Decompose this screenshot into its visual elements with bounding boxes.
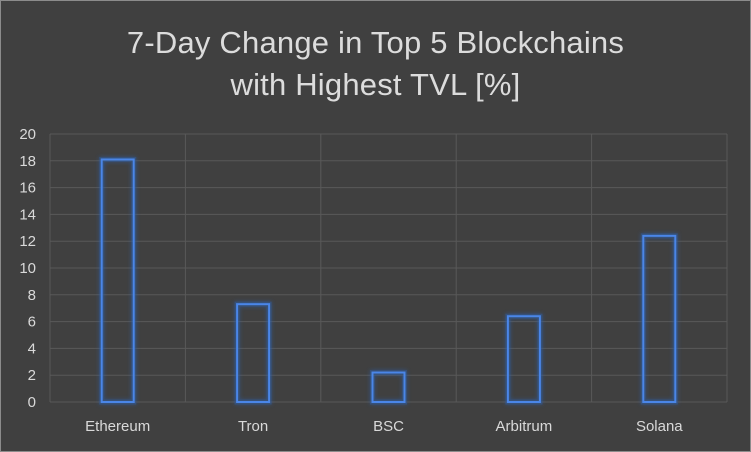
y-tick-label: 16 xyxy=(19,180,36,197)
x-category-label: Solana xyxy=(636,418,683,435)
chart-title-line-1: 7-Day Change in Top 5 Blockchains xyxy=(126,25,625,60)
bar-glow xyxy=(99,156,137,405)
y-tick-label: 14 xyxy=(19,206,36,223)
bar-glow xyxy=(370,370,407,405)
y-tick-label: 8 xyxy=(28,287,36,304)
x-axis-category-labels: Ethereum Tron BSC Arbitrum Solana xyxy=(85,418,683,435)
bar-glow xyxy=(234,301,272,405)
y-tick-label: 0 xyxy=(28,394,36,411)
y-tick-label: 6 xyxy=(28,314,36,331)
bar-glow xyxy=(640,233,678,405)
bars xyxy=(99,156,678,405)
chart-title-line-2: with Highest TVL [%] xyxy=(230,67,521,102)
bar-glow xyxy=(505,313,543,405)
bar-arbitrum xyxy=(506,315,541,403)
bar-tron xyxy=(236,303,271,403)
y-tick-label: 20 xyxy=(19,126,36,143)
bar-solana xyxy=(642,234,677,403)
x-category-label: BSC xyxy=(373,418,404,435)
bar-ethereum xyxy=(100,158,135,403)
gridlines xyxy=(49,133,728,403)
x-category-label: Arbitrum xyxy=(496,418,553,435)
x-category-label: Ethereum xyxy=(85,418,150,435)
y-tick-label: 4 xyxy=(28,340,36,357)
y-tick-label: 2 xyxy=(28,367,36,384)
bar-bsc xyxy=(371,371,406,403)
y-tick-label: 18 xyxy=(19,153,36,170)
y-tick-label: 12 xyxy=(19,233,36,250)
x-category-label: Tron xyxy=(238,418,268,435)
chart-title: 7-Day Change in Top 5 Blockchains with H… xyxy=(0,22,751,106)
y-axis-tick-labels: 0 2 4 6 8 10 12 14 16 18 20 xyxy=(19,126,36,411)
y-tick-label: 10 xyxy=(19,260,36,277)
